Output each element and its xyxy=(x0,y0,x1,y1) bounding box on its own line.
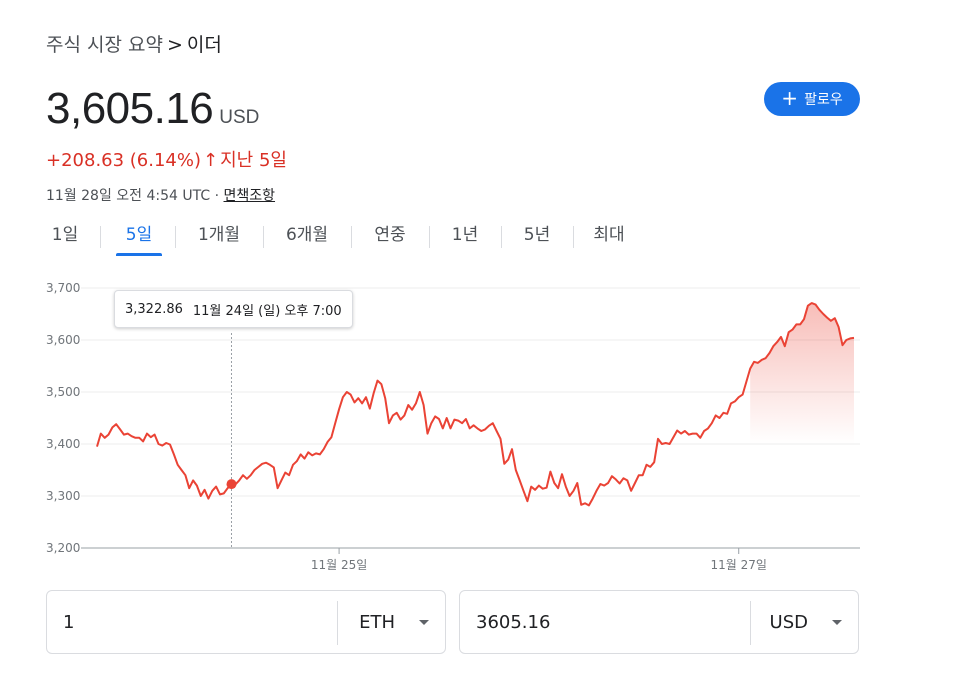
tab-range[interactable]: 6개월 xyxy=(285,225,329,245)
breadcrumb-current: 이더 xyxy=(186,34,222,56)
tab-range[interactable]: 1일 xyxy=(51,225,79,245)
plus-icon: + xyxy=(781,86,799,110)
crypto-unit-select[interactable]: ETH xyxy=(359,612,395,633)
x-tick-label: 11월 25일 xyxy=(311,558,367,572)
tab-divider xyxy=(500,226,502,248)
quote-timestamp: 11월 28일 오전 4:54 UTC · xyxy=(46,188,224,204)
fiat-unit-select[interactable]: USD xyxy=(769,612,808,633)
crypto-amount-input[interactable]: 1 xyxy=(63,612,75,633)
crypto-amount-field[interactable]: 1 ETH xyxy=(46,590,446,654)
tab-range[interactable]: 5년 xyxy=(523,225,551,245)
follow-label: 팔로우 xyxy=(804,92,843,108)
arrow-up-icon: ↑ xyxy=(203,150,219,171)
hover-point xyxy=(226,479,237,490)
y-tick-label: 3,200 xyxy=(46,541,80,555)
tab-range[interactable]: 1년 xyxy=(451,225,479,245)
price-change: +208.63 (6.14%) ↑ 지난 5일 xyxy=(46,146,287,172)
disclaimer-link[interactable]: 면책조항 xyxy=(223,188,276,204)
x-tick-label: 11월 27일 xyxy=(711,558,767,572)
breadcrumb-separator: > xyxy=(166,34,183,56)
fiat-amount-field[interactable]: 3605.16 USD xyxy=(459,590,859,654)
field-divider xyxy=(337,601,338,645)
fiat-amount-input[interactable]: 3605.16 xyxy=(476,612,551,633)
tab-divider xyxy=(174,226,176,248)
tab-range[interactable]: 연중 xyxy=(374,225,406,245)
tooltip-value: 3,322.86 xyxy=(125,301,183,317)
y-tick-label: 3,600 xyxy=(46,333,80,347)
chevron-down-icon[interactable] xyxy=(419,620,429,625)
y-tick-label: 3,700 xyxy=(46,281,80,295)
breadcrumb-parent-link[interactable]: 주식 시장 요약 xyxy=(46,34,163,56)
price-chart[interactable]: 3,700 3,600 3,500 3,400 3,300 3,200 11월 25일 11월… xyxy=(40,275,870,584)
y-tick-label: 3,400 xyxy=(46,437,80,451)
price-currency: USD xyxy=(219,107,260,128)
breadcrumb: 주식 시장 요약 > 이더 xyxy=(46,30,222,57)
price-line xyxy=(96,302,855,507)
price-chart-svg[interactable]: 3,700 3,600 3,500 3,400 3,300 3,200 11월 25일 11월… xyxy=(40,275,870,580)
price-area-fill xyxy=(750,303,854,444)
price-display: 3,605.16 USD xyxy=(46,84,259,134)
tab-divider xyxy=(428,226,430,248)
follow-button[interactable]: + 팔로우 xyxy=(764,82,860,116)
tooltip-date: 11월 24일 (일) 오후 7:00 xyxy=(192,303,342,319)
change-value: +208.63 (6.14%) xyxy=(46,150,202,171)
tab-range[interactable]: 5일 xyxy=(116,222,162,256)
quote-meta: 11월 28일 오전 4:54 UTC · 면책조항 xyxy=(46,185,275,205)
price-value: 3,605.16 xyxy=(46,84,214,133)
tab-range[interactable]: 1개월 xyxy=(197,225,241,245)
chart-tooltip: 3,322.86 11월 24일 (일) 오후 7:00 xyxy=(114,290,353,328)
chevron-down-icon[interactable] xyxy=(832,620,842,625)
tab-divider xyxy=(262,226,264,248)
tab-divider xyxy=(99,226,101,248)
y-tick-label: 3,500 xyxy=(46,385,80,399)
tab-range[interactable]: 최대 xyxy=(593,225,625,245)
tab-divider xyxy=(350,226,352,248)
tab-divider xyxy=(572,226,574,248)
y-tick-label: 3,300 xyxy=(46,489,80,503)
change-period: 지난 5일 xyxy=(220,150,287,171)
range-tabs: 1일 5일 1개월 6개월 연중 1년 5년 최대 xyxy=(46,222,632,256)
field-divider xyxy=(750,601,751,645)
